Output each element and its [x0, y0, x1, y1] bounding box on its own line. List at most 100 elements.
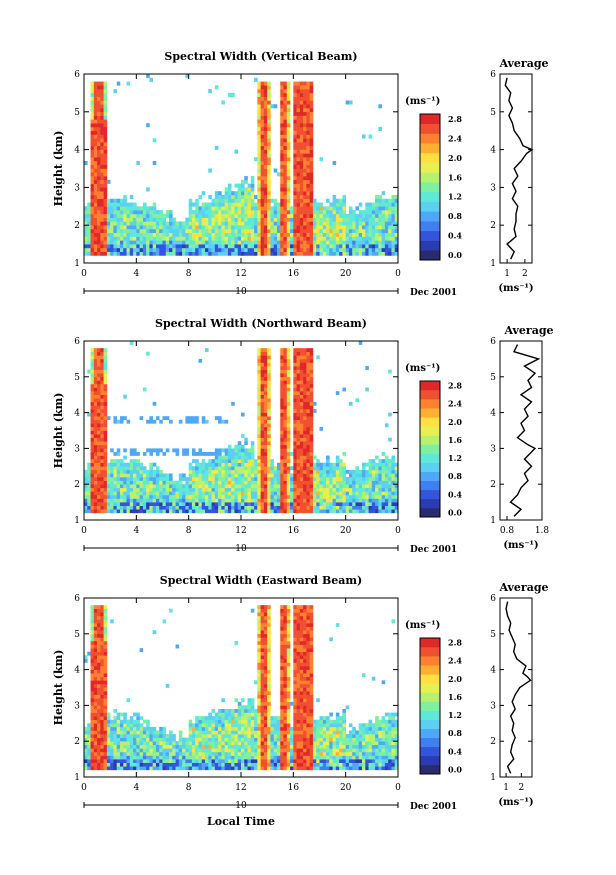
heatmap-cell	[263, 187, 268, 192]
heatmap-cell	[169, 498, 173, 503]
heatmap-cell	[119, 766, 124, 771]
heatmap-cell	[90, 232, 95, 237]
heatmap-cell	[303, 380, 307, 385]
heatmap-cell	[149, 737, 153, 742]
heatmap-cell	[312, 251, 317, 256]
heatmap-cell	[110, 487, 114, 492]
heatmap-cell	[234, 487, 239, 492]
heatmap-cell	[309, 455, 314, 460]
heatmap-cell	[191, 202, 196, 207]
heatmap-cell	[97, 473, 101, 478]
heatmap-cell	[93, 712, 98, 717]
heatmap-cell	[165, 683, 170, 688]
heatmap-cell	[378, 247, 382, 252]
heatmap-cell	[234, 509, 239, 514]
heatmap-cell	[283, 232, 288, 237]
heatmap-cell	[182, 505, 186, 510]
heatmap-cell	[358, 251, 363, 256]
heatmap-cell	[250, 473, 255, 478]
heatmap-cell	[371, 498, 376, 503]
heatmap-cell	[221, 477, 225, 481]
heatmap-cell	[250, 451, 255, 456]
heatmap-cell	[342, 236, 346, 241]
heatmap-cell	[119, 469, 124, 474]
heatmap-cell	[84, 737, 88, 742]
heatmap-cell	[244, 466, 248, 471]
heatmap-cell	[270, 462, 275, 467]
heatmap-cell	[106, 202, 111, 207]
heatmap-cell	[293, 455, 297, 460]
heatmap-cell	[335, 198, 340, 203]
heatmap-cell	[93, 176, 98, 181]
heatmap-cell	[90, 153, 95, 158]
heatmap-cell	[267, 187, 271, 192]
heatmap-cell	[306, 198, 310, 203]
heatmap-cell	[391, 206, 396, 211]
heatmap-cell	[306, 448, 310, 453]
heatmap-cell	[384, 466, 389, 471]
heatmap-cell	[247, 247, 252, 252]
heatmap-cell	[205, 210, 209, 215]
heatmap-cell	[146, 487, 150, 492]
heatmap-cell	[214, 759, 219, 763]
heatmap-cell	[103, 683, 108, 688]
heatmap-cell	[237, 502, 242, 506]
heatmap-cell	[100, 630, 104, 635]
heatmap-cell	[185, 416, 189, 421]
heatmap-cell	[169, 232, 173, 237]
heatmap-cell	[146, 240, 150, 245]
heatmap-cell	[84, 480, 88, 485]
heatmap-cell	[218, 191, 222, 196]
heatmap-cell	[87, 751, 91, 756]
heatmap-cell	[93, 669, 98, 674]
heatmap-cell	[339, 494, 343, 499]
heatmap-cell	[339, 221, 343, 226]
heatmap-cell	[182, 759, 186, 763]
heatmap-cell	[218, 451, 222, 456]
heatmap-cell	[136, 719, 140, 724]
heatmap-cell	[218, 469, 222, 474]
heatmap-cell	[247, 494, 252, 499]
heatmap-cell	[100, 358, 104, 363]
heatmap-cell	[84, 730, 88, 735]
heatmap-cell	[299, 484, 304, 489]
heatmap-cell	[87, 462, 91, 467]
heatmap-cell	[309, 387, 314, 392]
heatmap-cell	[191, 741, 196, 746]
heatmap-cell	[365, 469, 369, 474]
heatmap-cell	[152, 498, 157, 503]
heatmap-cell	[355, 213, 360, 218]
heatmap-cell	[110, 484, 114, 489]
heatmap-cell	[263, 405, 268, 410]
heatmap-cell	[267, 505, 271, 510]
heatmap-cell	[159, 251, 163, 256]
heatmap-cell	[335, 244, 340, 249]
heatmap-cell	[378, 251, 382, 256]
heatmap-cell	[93, 130, 98, 135]
heatmap-cell	[303, 96, 307, 101]
heatmap-cell	[286, 206, 291, 211]
heatmap-cell	[368, 217, 373, 222]
heatmap-cell	[355, 228, 360, 234]
heatmap-cell	[332, 244, 337, 249]
heatmap-cell	[303, 437, 307, 442]
heatmap-cell	[172, 748, 176, 753]
heatmap-cell	[273, 251, 278, 256]
heatmap-cell	[263, 213, 268, 218]
heatmap-cell	[97, 673, 101, 678]
heatmap-cell	[296, 451, 301, 456]
heatmap-cell	[178, 494, 183, 499]
heatmap-cell	[191, 251, 196, 256]
heatmap-cell	[175, 502, 180, 506]
heatmap-cell	[169, 505, 173, 510]
heatmap-cell	[129, 716, 134, 721]
heatmap-cell	[280, 176, 284, 181]
heatmap-cell	[303, 509, 307, 514]
heatmap-cell	[211, 509, 216, 514]
heatmap-cell	[195, 213, 199, 218]
heatmap-cell	[103, 648, 108, 652]
heatmap-cell	[342, 194, 346, 200]
heatmap-cell	[93, 748, 98, 753]
heatmap-cell	[260, 119, 265, 124]
heatmap-cell	[257, 383, 261, 388]
